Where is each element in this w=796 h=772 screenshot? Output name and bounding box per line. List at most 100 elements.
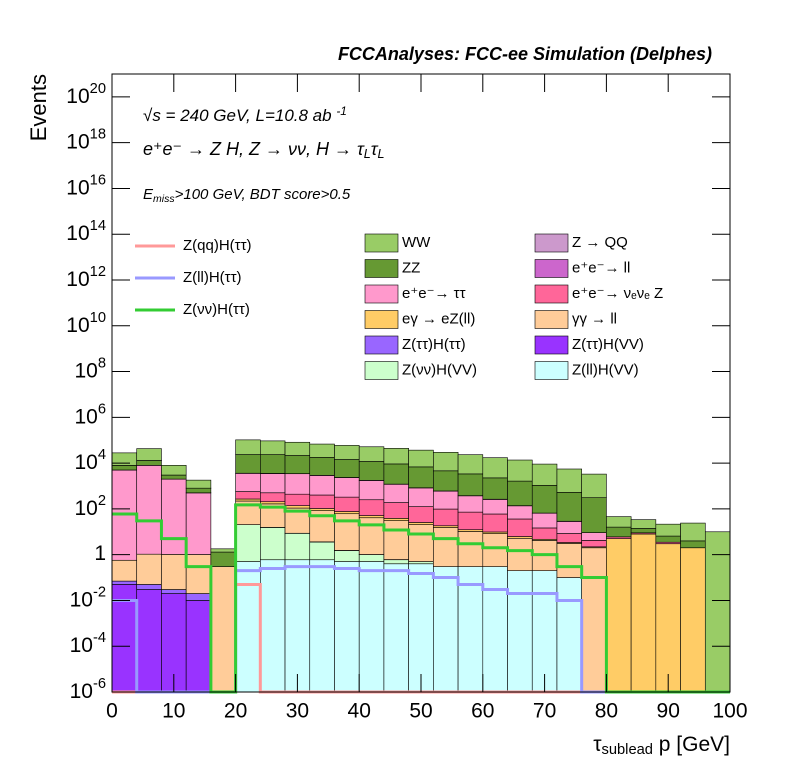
y-tick-base: 10 <box>66 222 89 245</box>
y-tick-exponent: 2 <box>98 493 106 509</box>
bar-segment <box>235 473 261 492</box>
bar-segment <box>556 533 582 543</box>
x-axis-label-part: sublead <box>602 742 653 758</box>
y-tick-exponent: 8 <box>98 356 106 372</box>
y-tick-base: 10 <box>70 680 93 703</box>
bar-segment <box>630 533 657 693</box>
bar-segment <box>457 454 484 475</box>
x-tick-label: 60 <box>471 700 494 723</box>
bar-segment <box>655 523 681 537</box>
bar-segment <box>482 457 508 479</box>
bar-segment <box>136 448 162 461</box>
bar-segment <box>235 561 261 693</box>
bar-segment <box>531 463 558 486</box>
annotation-part: τ <box>371 139 379 159</box>
bar-segment <box>284 441 311 456</box>
bar-segment <box>309 559 335 693</box>
annotation-part: >100 GeV, BDT score>0.5 <box>175 186 351 203</box>
stack <box>111 439 731 693</box>
annotation-part: L <box>378 147 385 161</box>
bar-segment <box>284 559 311 693</box>
bar-segment <box>383 520 409 560</box>
bar-segment <box>383 448 409 465</box>
bar-segment <box>185 593 212 601</box>
legend-swatch <box>534 361 569 380</box>
y-tick-exponent: 18 <box>90 127 106 143</box>
x-tick-label: 40 <box>348 700 371 723</box>
bar-segment <box>581 473 607 498</box>
bar-segment <box>408 522 434 525</box>
bar-segment <box>655 535 681 543</box>
bar-segment <box>334 445 360 460</box>
x-axis-label-part: p [GeV] <box>653 733 730 756</box>
bar-segment <box>680 522 706 542</box>
legend-swatch <box>534 259 569 278</box>
y-tick-base: 10 <box>74 359 97 382</box>
legend-swatch <box>534 335 569 355</box>
bar-segment <box>606 526 632 538</box>
legend-swatch <box>534 310 569 329</box>
annotation-part: E <box>143 186 154 203</box>
bar-segment <box>161 478 187 555</box>
bar-segment <box>408 506 434 523</box>
bar-segment <box>309 541 335 561</box>
legend-swatch <box>364 284 399 304</box>
bar-segment <box>606 516 632 528</box>
bar-segment <box>284 505 311 509</box>
bar-segment <box>309 457 335 476</box>
bar-segment <box>136 584 162 590</box>
annotation-part: √s = 240 GeV, L=10.8 ab <box>143 106 336 125</box>
y-tick-exponent: 10 <box>90 310 106 326</box>
bar-segment <box>507 537 533 571</box>
bar-segment <box>433 508 459 527</box>
bar-segment <box>358 561 385 693</box>
bar-segment <box>136 460 162 466</box>
bar-segment <box>284 455 311 474</box>
bar-segment <box>334 513 360 551</box>
bar-segment <box>235 491 261 500</box>
bar-segment <box>507 480 533 506</box>
bar-segment <box>556 543 582 578</box>
y-axis-label: Events <box>26 74 51 141</box>
y-tick-label: 1014 <box>66 219 106 245</box>
y-tick-exponent: -6 <box>93 676 106 692</box>
annotation-part: e⁺e⁻ → Z H, Z → νν, H → τ <box>143 139 365 159</box>
bar-segment <box>655 543 681 693</box>
legend-swatch <box>364 310 399 329</box>
y-tick-label: 1 <box>94 542 106 565</box>
y-tick-label: 1020 <box>66 81 106 107</box>
bar-segment <box>457 566 484 693</box>
bar-segment <box>457 531 484 567</box>
bar-segment <box>482 477 508 500</box>
y-tick-exponent: 16 <box>90 173 106 189</box>
bar-segment <box>284 493 311 506</box>
y-tick-base: 10 <box>74 496 97 519</box>
bar-segment <box>210 548 236 553</box>
bar-segment <box>531 485 558 514</box>
bar-segment <box>358 517 385 555</box>
bar-segment <box>210 551 236 567</box>
bar-segment <box>531 570 558 693</box>
bar-segment <box>433 566 459 693</box>
legend-label: γγ → ll <box>572 310 617 327</box>
x-tick-label: 80 <box>595 700 618 723</box>
bar-segment <box>581 497 607 533</box>
annotation-part: miss <box>153 193 175 205</box>
bar-segment <box>531 512 558 529</box>
y-tick-base: 10 <box>70 634 93 657</box>
bar-segment <box>161 474 187 480</box>
x-tick-label: 20 <box>224 700 247 723</box>
bar-segment <box>185 479 212 489</box>
y-tick-label: 1018 <box>66 127 106 153</box>
y-tick-label: 10-6 <box>70 676 106 702</box>
y-tick-exponent: -2 <box>93 585 106 601</box>
bar-segment <box>136 465 162 555</box>
bar-segment <box>235 454 261 474</box>
y-tick-base: 10 <box>74 405 97 428</box>
bar-segment <box>408 561 434 565</box>
x-tick-label: 90 <box>657 700 680 723</box>
chart-title: FCCAnalyses: FCC-ee Simulation (Delphes) <box>338 44 712 64</box>
annotation-part: L <box>364 147 371 161</box>
bar-segment <box>260 501 286 505</box>
bar-segment <box>161 465 187 476</box>
